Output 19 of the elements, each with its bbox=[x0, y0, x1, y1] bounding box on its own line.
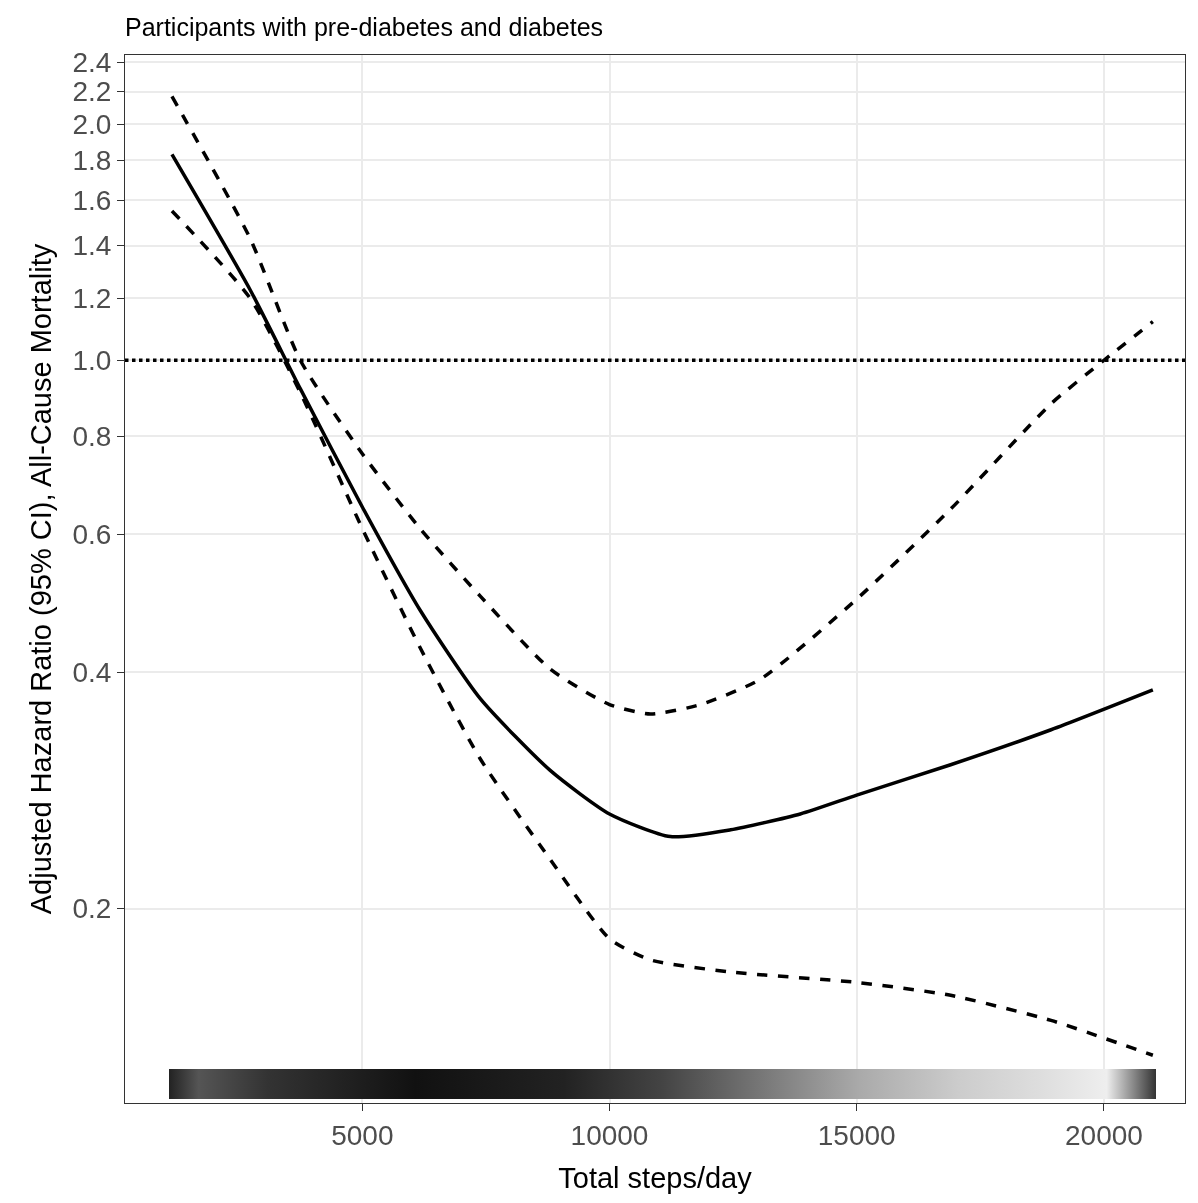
y-tick-label: 0.6 bbox=[72, 519, 112, 551]
y-tick-label: 2.4 bbox=[72, 46, 112, 78]
x-tick-label: 10000 bbox=[570, 1119, 649, 1151]
y-tick-label: 1.2 bbox=[72, 282, 112, 314]
x-axis-title: Total steps/day bbox=[558, 1162, 753, 1195]
y-tick-label: 0.4 bbox=[72, 657, 112, 689]
x-tick-label: 5000 bbox=[331, 1119, 394, 1151]
x-tick-label: 20000 bbox=[1064, 1119, 1143, 1151]
y-axis-title: Adjusted Hazard Ratio (95% CI), All-Cause Mortality bbox=[24, 243, 57, 915]
chart-title: Participants with pre-diabetes and diabetes bbox=[125, 12, 604, 41]
x-tick-label: 15000 bbox=[817, 1119, 896, 1151]
y-tick-label: 1.6 bbox=[72, 184, 112, 216]
y-tick-label: 1.0 bbox=[72, 345, 112, 377]
y-tick-label: 0.8 bbox=[72, 421, 112, 453]
y-tick-label: 0.2 bbox=[72, 893, 112, 925]
y-tick-label: 2.2 bbox=[72, 76, 112, 108]
y-tick-label: 1.4 bbox=[72, 230, 112, 262]
y-tick-label: 2.0 bbox=[72, 108, 112, 140]
y-tick-label: 1.8 bbox=[72, 144, 112, 176]
